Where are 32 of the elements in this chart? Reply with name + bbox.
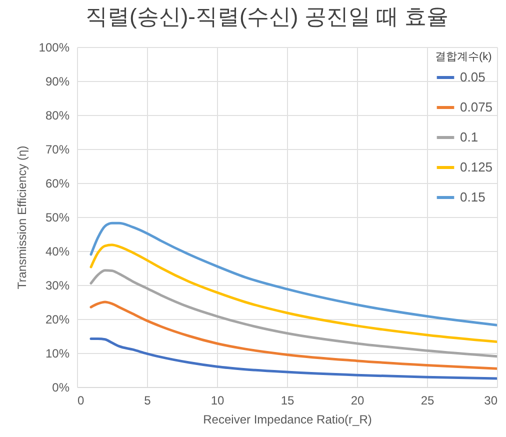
x-tick-label: 20: [350, 394, 364, 408]
y-tick-label: 50%: [45, 210, 70, 224]
chart-title: 직렬(송신)-직렬(수신) 공진일 때 효율: [86, 4, 448, 29]
legend-label: 0.15: [460, 190, 486, 204]
legend-label: 0.1: [460, 130, 478, 144]
x-tick-label: 10: [210, 394, 224, 408]
line-series: [90, 222, 497, 326]
x-axis-title: Receiver Impedance Ratio(r_R): [203, 412, 372, 426]
legend-title: 결합계수(k): [435, 51, 492, 63]
y-tick-label: 70%: [45, 142, 70, 156]
legend-label: 0.075: [460, 100, 493, 114]
y-tick-label: 100%: [38, 40, 70, 54]
line-series: [90, 337, 497, 380]
line-series: [90, 244, 497, 344]
y-tick-label: 90%: [45, 74, 70, 88]
legend-label: 0.05: [460, 70, 486, 84]
x-tick-label: 25: [420, 394, 434, 408]
y-axis-title: Transmission Efficiency (η): [14, 146, 29, 290]
x-tick-label: 15: [280, 394, 294, 408]
y-tick-label: 40%: [45, 244, 70, 258]
x-tick-label: 0: [78, 394, 84, 408]
y-tick-label: 80%: [45, 108, 70, 122]
y-tick-label: 30%: [45, 278, 70, 292]
y-tick-label: 10%: [45, 346, 70, 360]
y-tick-label: 0%: [52, 380, 70, 394]
x-tick-label: 30: [484, 394, 498, 408]
line-series: [90, 269, 497, 358]
y-tick-label: 20%: [45, 312, 70, 326]
legend-label: 0.125: [460, 160, 493, 174]
line-series: [90, 300, 497, 370]
y-tick-label: 60%: [45, 176, 70, 190]
x-tick-label: 5: [144, 394, 152, 408]
